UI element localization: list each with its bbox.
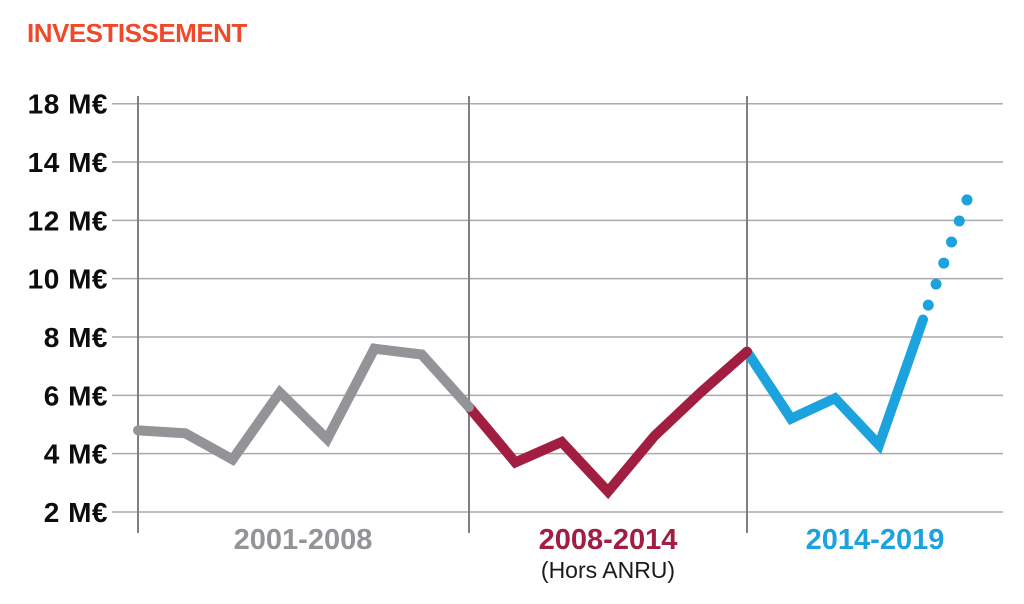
y-axis-tick-label: 2 M€	[44, 497, 108, 528]
y-axis-tick-label: 4 M€	[44, 439, 108, 470]
projection-dot	[946, 236, 958, 248]
period-label-2014-2019: 2014-2019	[806, 524, 945, 556]
projection-dot	[922, 299, 934, 311]
line-2001-2008	[133, 343, 474, 467]
y-axis-tick-label: 8 M€	[44, 322, 108, 353]
line-2014-2019	[742, 314, 928, 455]
gridlines	[112, 102, 1003, 513]
period-label-2001-2008: 2001-2008	[234, 524, 373, 556]
line-2008-2014	[464, 346, 752, 500]
y-axis-tick-label: 14 M€	[28, 147, 108, 178]
projection-dot	[938, 257, 950, 269]
x-dividers	[137, 96, 748, 533]
projection-dot	[961, 194, 973, 206]
y-axis-tick-label: 12 M€	[28, 205, 108, 236]
chart-title: INVESTISSEMENT	[27, 18, 247, 48]
projection-dot	[953, 215, 965, 227]
y-axis-tick-labels: 18 M€ 14 M€ 12 M€ 10 M€ 8 M€ 6 M€ 4 M€ 2 M€	[28, 89, 108, 528]
projection-dot	[930, 278, 942, 290]
y-axis-tick-label: 6 M€	[44, 380, 108, 411]
projection-dots	[922, 194, 973, 311]
series-lines	[133, 314, 928, 500]
period-label-2008-2014: 2008-2014	[539, 524, 678, 556]
y-axis-tick-label: 10 M€	[28, 264, 108, 295]
period-labels: 2001-2008 2008-2014 (Hors ANRU) 2014-201…	[234, 524, 945, 583]
y-axis-tick-label: 18 M€	[28, 89, 108, 120]
period-sublabel-hors-anru: (Hors ANRU)	[541, 557, 675, 583]
